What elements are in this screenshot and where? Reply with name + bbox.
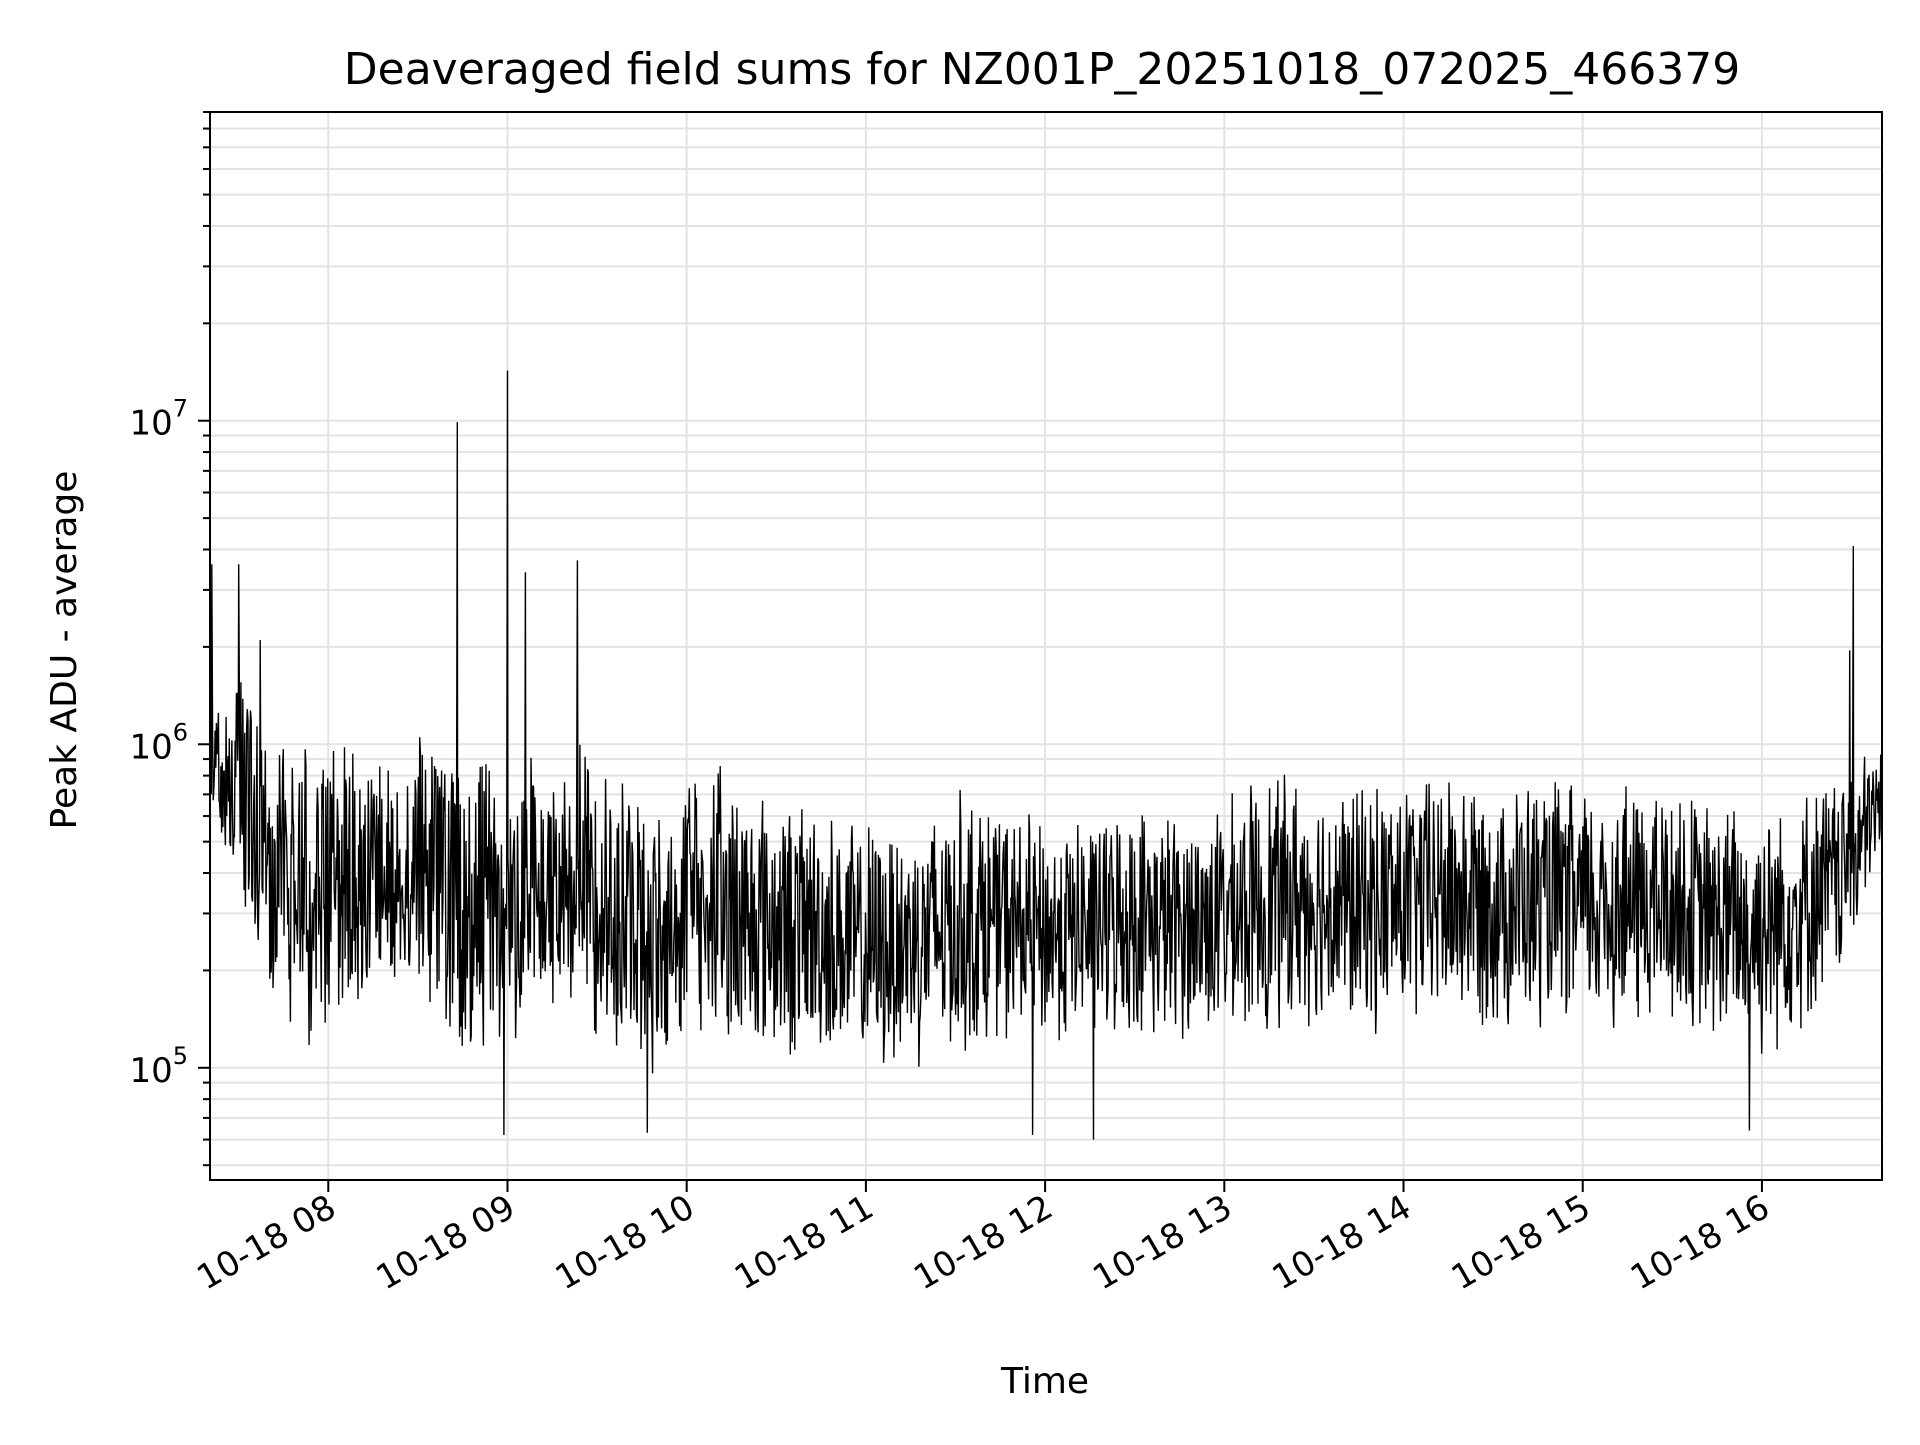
y-axis-label: Peak ADU - average [44,471,85,830]
series-line [209,370,1883,1140]
series-layer [209,370,1883,1140]
chart-title: Deaveraged field sums for NZ001P_2025101… [344,44,1740,95]
y-tick-label: 106 [129,718,188,767]
x-axis-label: Time [1000,1361,1089,1402]
y-tick-label: 105 [129,1042,188,1091]
y-tick-label: 107 [129,395,188,444]
